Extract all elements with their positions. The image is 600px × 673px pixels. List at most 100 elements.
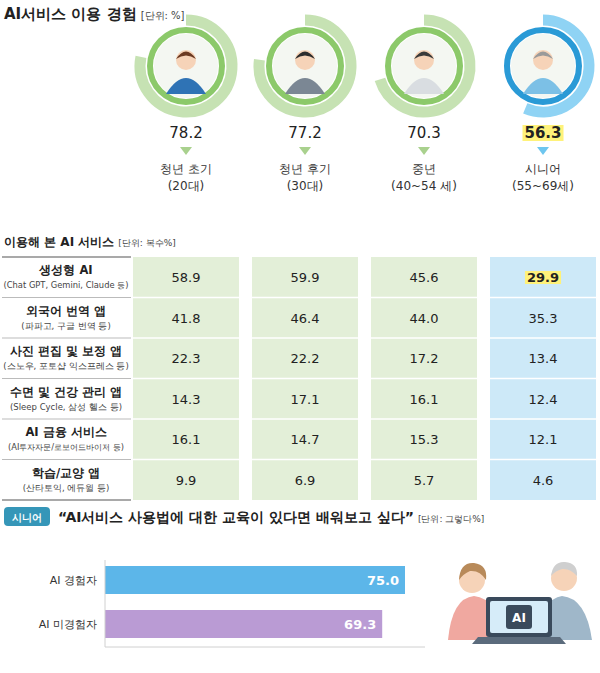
cell-value: 22.2	[291, 351, 320, 366]
chip	[506, 605, 532, 629]
row-separator	[490, 297, 596, 299]
donut-inner-ring	[150, 30, 222, 102]
avatar-hair	[295, 52, 315, 60]
cell: 15.3	[410, 432, 439, 447]
cell: 17.1	[291, 392, 320, 407]
cell-value: 12.4	[529, 392, 558, 407]
person-hair	[459, 563, 486, 580]
data-label: 69.3	[344, 617, 376, 632]
category-line: (20대)	[168, 179, 205, 193]
cell-value: 13.4	[529, 351, 558, 366]
row-separator	[133, 337, 239, 339]
cell-value: 5.7	[414, 473, 435, 488]
row-border	[2, 459, 131, 460]
category-line: 청년 초기	[160, 162, 212, 176]
highlight	[522, 125, 563, 141]
cell-value: 41.8	[172, 311, 201, 326]
avatar-head	[533, 50, 553, 70]
row-label: 생성형 AI	[38, 263, 92, 277]
cell-value: 59.9	[291, 270, 320, 285]
row-separator	[490, 337, 596, 339]
category-line: (40~54 세)	[391, 179, 457, 193]
person-hair	[551, 562, 577, 576]
category-label: AI 미경험자	[39, 618, 97, 631]
row-separator	[490, 378, 596, 380]
avatar-body	[404, 78, 444, 94]
cell: 5.7	[414, 473, 435, 488]
cell: 59.9	[291, 270, 320, 285]
cell: 4.6	[533, 473, 554, 488]
donut-inner-ring	[507, 30, 579, 102]
cell: 45.6	[410, 270, 439, 285]
column-bg	[133, 257, 239, 500]
value-label-group: 56.3	[522, 124, 563, 142]
avatar-hair	[176, 52, 196, 60]
donut-arc	[259, 20, 351, 112]
title: AI서비스 이용 경험	[4, 5, 137, 23]
arrow	[180, 147, 192, 155]
row-label: 수면 및 건강 관리 앱	[10, 385, 122, 399]
value-label: 70.3	[407, 124, 440, 142]
cell: 6.9	[295, 473, 316, 488]
arrow	[299, 147, 311, 155]
donut	[507, 20, 589, 112]
chip-text: AI	[512, 611, 526, 625]
category-label: 청년 후기(30대)	[279, 162, 331, 193]
cell-value: 12.1	[529, 432, 558, 447]
cell-value: 44.0	[410, 311, 439, 326]
row-note: (파파고, 구글 번역 등)	[21, 321, 110, 331]
row-border	[2, 338, 131, 339]
infographic: AI서비스 이용 경험[단위: %]78.2청년 초기(20대)77.2청년 후…	[0, 0, 600, 673]
avatar-head	[295, 50, 315, 70]
category-label: 청년 초기 (20대)	[160, 162, 212, 193]
row-separator	[133, 459, 239, 461]
cell-value: 16.1	[410, 392, 439, 407]
row-note: (산타토익, 에듀윌 등)	[23, 483, 110, 493]
category-label: 중년 (40~54 세)	[391, 162, 457, 193]
category-label: AI 경험자	[50, 574, 97, 587]
illustration: AI	[448, 562, 592, 644]
cell-value: 6.9	[295, 473, 316, 488]
cell: 12.1	[529, 432, 558, 447]
row-separator	[371, 378, 477, 380]
cell: 12.4	[529, 392, 558, 407]
arrow	[537, 147, 549, 155]
cell: 58.9	[172, 270, 201, 285]
table-border	[2, 256, 131, 257]
bar	[105, 610, 382, 638]
cell: 14.3	[172, 392, 201, 407]
donut-inner-ring	[388, 30, 460, 102]
cell: 41.8	[172, 311, 201, 326]
category-line: 중년	[412, 162, 436, 176]
bar-subtitle: [단위: 그렇다%]	[418, 514, 484, 524]
row-label: 사진 편집 및 보정 앱	[10, 344, 122, 358]
avatar-bg	[511, 34, 575, 98]
cell: 22.3	[172, 351, 201, 366]
cell: 44.0	[410, 311, 439, 326]
row-border	[2, 419, 131, 420]
value-label: 77.2	[288, 124, 321, 142]
category-line: (30대)	[287, 179, 324, 193]
row-separator	[252, 378, 358, 380]
row-separator	[133, 418, 239, 420]
badge	[4, 507, 50, 526]
row-note: (AI투자자문/로보어드바이저 등)	[8, 442, 124, 452]
cell: 9.9	[176, 473, 197, 488]
row-label: 외국어 번역 앱	[26, 304, 106, 318]
cell: 17.2	[410, 351, 439, 366]
category-line: (55~69세)	[512, 179, 574, 193]
row-separator	[133, 378, 239, 380]
cell-value: 35.3	[529, 311, 558, 326]
cell: 46.4	[291, 311, 320, 326]
row-separator	[490, 459, 596, 461]
column-bg	[371, 257, 477, 500]
cell-value: 9.9	[176, 473, 197, 488]
data-label: 75.0	[367, 573, 399, 588]
badge-text: 시니어	[12, 512, 42, 523]
value-label: 78.2	[169, 124, 202, 142]
category-label: 시니어(55~69세)	[512, 162, 574, 193]
cell-value: 14.3	[172, 392, 201, 407]
value-label-group: 77.2	[288, 124, 321, 142]
row-border	[2, 378, 131, 379]
avatar-body	[166, 78, 206, 94]
